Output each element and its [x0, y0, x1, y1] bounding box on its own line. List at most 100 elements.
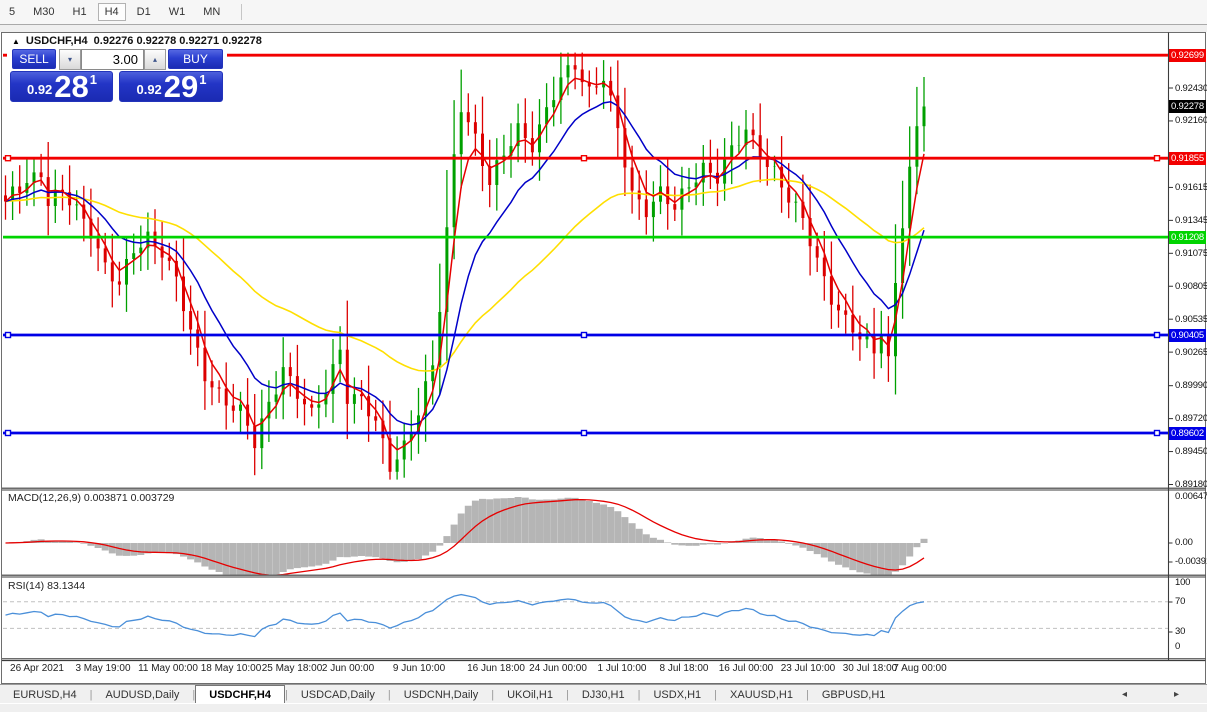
rsi-line: [5, 593, 925, 638]
date-label: 24 Jun 00:00: [529, 663, 587, 674]
timeframe-toolbar: 5 M30 H1 H4 D1 W1 MN: [0, 0, 1207, 25]
hline-handle[interactable]: [1153, 331, 1161, 339]
date-label: 9 Jun 10:00: [392, 663, 446, 674]
buy-price-sup: 1: [199, 72, 207, 87]
date-label: 18 May 10:00: [200, 663, 262, 674]
volume-down-button[interactable]: ▾: [59, 49, 81, 70]
timeframe-button-d1[interactable]: D1: [136, 6, 151, 18]
tab-ukoil[interactable]: UKOil,H1: [507, 688, 553, 701]
date-label: 7 Aug 00:00: [893, 663, 947, 674]
tab-usdcad[interactable]: USDCAD,Daily: [300, 688, 375, 701]
timeframe-button-5[interactable]: 5: [9, 6, 16, 18]
toolbar-separator: [241, 4, 243, 20]
hline-handle[interactable]: [580, 154, 588, 162]
price-axis-label: 0.89990: [1175, 380, 1207, 392]
tab-dj30[interactable]: DJ30,H1: [581, 688, 625, 701]
macd-histogram: [9, 497, 928, 575]
volume-up-button[interactable]: ▴: [144, 49, 166, 70]
ma-fast-line: [5, 77, 925, 451]
tab-usdchf[interactable]: USDCHF,H4: [195, 685, 285, 704]
date-label: 8 Jul 18:00: [659, 663, 709, 674]
tab-audusd[interactable]: AUDUSD,Daily: [105, 688, 180, 701]
hline-handle[interactable]: [4, 331, 12, 339]
buy-button[interactable]: BUY: [168, 49, 223, 69]
sell-button[interactable]: SELL: [12, 49, 56, 69]
date-label: 25 May 18:00: [261, 663, 323, 674]
tab-divider: |: [285, 688, 288, 701]
candles-layer: [4, 52, 926, 480]
price-axis-label: 0.92160: [1175, 115, 1207, 127]
date-label: 16 Jul 00:00: [718, 663, 774, 674]
date-label: 23 Jul 10:00: [780, 663, 836, 674]
date-label: 26 Apr 2021: [10, 663, 64, 674]
hline-badge: 0.91855: [1169, 151, 1206, 165]
tab-eurusd[interactable]: EURUSD,H4: [13, 688, 77, 701]
ma-slow-line: [5, 178, 925, 372]
hline-badge: 0.89602: [1169, 426, 1206, 440]
price-axis-label: 0.91615: [1175, 181, 1207, 193]
tab-gbpusd[interactable]: GBPUSD,H1: [821, 688, 886, 701]
up-arrow-icon: ▴: [152, 55, 157, 64]
date-label: 30 Jul 18:00: [842, 663, 898, 674]
tab-divider: |: [89, 688, 93, 701]
sell-price-box[interactable]: 0.92 28 1: [10, 71, 113, 102]
tab-xauusd[interactable]: XAUUSD,H1: [730, 688, 793, 701]
hline-badge: 0.91208: [1169, 230, 1206, 244]
timeframe-button-m30[interactable]: M30: [33, 6, 55, 18]
symbol-title: USDCHF,H4: [25, 35, 88, 47]
rsi-axis-label: 100: [1175, 577, 1191, 588]
sell-price-big: 28: [54, 71, 89, 102]
rsi-axis-label: 70: [1175, 596, 1186, 607]
rsi-label: RSI(14) 83.1344: [8, 580, 86, 592]
rsi-axis-label: 30: [1175, 626, 1186, 637]
tab-divider: |: [805, 688, 809, 701]
price-axis-label: 0.90535: [1175, 313, 1207, 325]
buy-price-big: 29: [163, 71, 199, 102]
price-axis-label: 0.90805: [1175, 280, 1207, 292]
price-axis-label: 0.91075: [1175, 247, 1207, 259]
rsi-axis-label: 0: [1175, 641, 1181, 652]
date-label: 11 May 00:00: [138, 663, 198, 674]
timeframe-button-w1[interactable]: W1: [168, 6, 186, 18]
timeframe-button-h1[interactable]: H1: [72, 6, 87, 18]
macd-values: 0.003871 0.003729: [83, 492, 175, 504]
tab-divider: |: [714, 688, 718, 701]
price-axis-label: 0.89180: [1175, 479, 1207, 490]
hline-badge: 0.92699: [1169, 48, 1206, 62]
macd-axis-label: 0.00647: [1175, 491, 1207, 502]
volume-input[interactable]: [81, 49, 144, 70]
ma-medium-line: [5, 101, 925, 426]
tab-divider: |: [637, 688, 641, 701]
buy-price-prefix: 0.92: [136, 82, 162, 97]
tab-usdx[interactable]: USDX,H1: [653, 688, 702, 701]
hline-handle[interactable]: [1153, 154, 1161, 162]
buy-price-box[interactable]: 0.92 29 1: [119, 71, 223, 102]
price-axis-label: 0.89450: [1175, 446, 1207, 458]
tabs-scroll-right-icon[interactable]: ▸: [1174, 689, 1180, 700]
hline-handle[interactable]: [4, 429, 12, 437]
collapse-icon[interactable]: ▲: [12, 36, 20, 46]
tab-usdcnh[interactable]: USDCNH,Daily: [403, 688, 479, 701]
timeframe-button-h4[interactable]: H4: [97, 3, 126, 21]
tab-divider: |: [565, 688, 569, 701]
chart-title: ▲ USDCHF,H4 0.92276 0.92278 0.92271 0.92…: [12, 35, 262, 47]
tab-divider: |: [192, 688, 196, 701]
timeframe-button-mn[interactable]: MN: [203, 6, 221, 18]
rsi-value: 83.1344: [47, 580, 86, 592]
hline-handle[interactable]: [4, 154, 12, 162]
tabs-scroll-left-icon[interactable]: ◂: [1122, 689, 1128, 700]
tab-divider: |: [491, 688, 495, 701]
macd-axis-label: 0.00: [1175, 537, 1193, 548]
price-axis-label: 0.89720: [1175, 413, 1207, 425]
toolbar-gap: [0, 25, 1207, 32]
hline-badge: 0.90405: [1169, 328, 1206, 342]
status-bar: [0, 703, 1207, 712]
hline-handle[interactable]: [1153, 429, 1161, 437]
current-price-badge: 0.92278: [1169, 100, 1206, 114]
hline-handle[interactable]: [580, 331, 588, 339]
macd-axis-label: -0.003916: [1175, 556, 1207, 567]
hline-handle[interactable]: [580, 429, 588, 437]
one-click-trade-panel: SELL ▾ ▴ BUY 0.92 28 1 0.92 29 1: [7, 47, 227, 104]
